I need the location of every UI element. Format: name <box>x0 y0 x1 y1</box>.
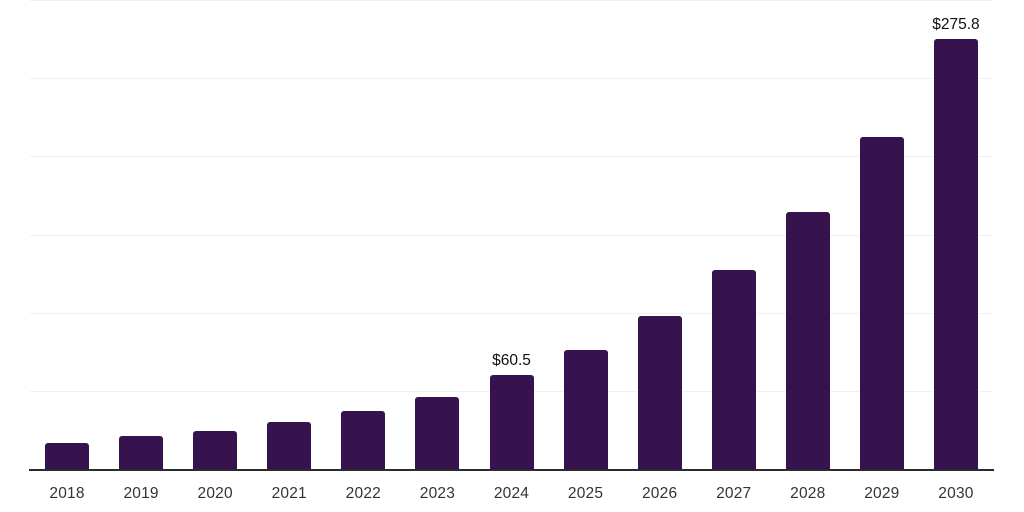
bar-2025[interactable] <box>563 349 608 470</box>
gridline-300 <box>30 0 993 1</box>
x-tick-2030: 2030 <box>938 485 974 502</box>
bar-2029[interactable] <box>859 136 904 470</box>
plot-area <box>30 0 993 470</box>
x-tick-2021: 2021 <box>271 485 307 502</box>
bar-2023[interactable] <box>415 396 460 470</box>
value-label-2024: $60.5 <box>492 352 531 370</box>
bar-2028[interactable] <box>785 212 830 470</box>
x-tick-2019: 2019 <box>123 485 159 502</box>
bar-2022[interactable] <box>341 410 386 470</box>
x-tick-2028: 2028 <box>790 485 826 502</box>
gridline-150 <box>30 234 993 236</box>
bar-2018[interactable] <box>45 442 90 470</box>
bar-2030[interactable] <box>933 38 978 470</box>
x-tick-2020: 2020 <box>197 485 233 502</box>
bar-2021[interactable] <box>267 421 312 470</box>
bar-2026[interactable] <box>637 316 682 470</box>
bar-2020[interactable] <box>193 431 238 470</box>
gridline-100 <box>30 312 993 314</box>
gridline-200 <box>30 156 993 158</box>
x-tick-2018: 2018 <box>49 485 85 502</box>
bar-2024[interactable] <box>489 375 534 470</box>
bar-2027[interactable] <box>711 270 756 470</box>
bar-2019[interactable] <box>119 435 164 470</box>
x-tick-2029: 2029 <box>864 485 900 502</box>
x-tick-2024: 2024 <box>493 485 530 502</box>
x-tick-2027: 2027 <box>716 485 752 502</box>
x-axis-line <box>29 469 994 471</box>
x-tick-2025: 2025 <box>567 485 604 502</box>
x-tick-2026: 2026 <box>641 485 678 502</box>
x-tick-2023: 2023 <box>419 485 456 502</box>
value-label-2030: $275.8 <box>932 15 980 33</box>
x-tick-2022: 2022 <box>345 485 381 502</box>
gridline-250 <box>30 78 993 80</box>
